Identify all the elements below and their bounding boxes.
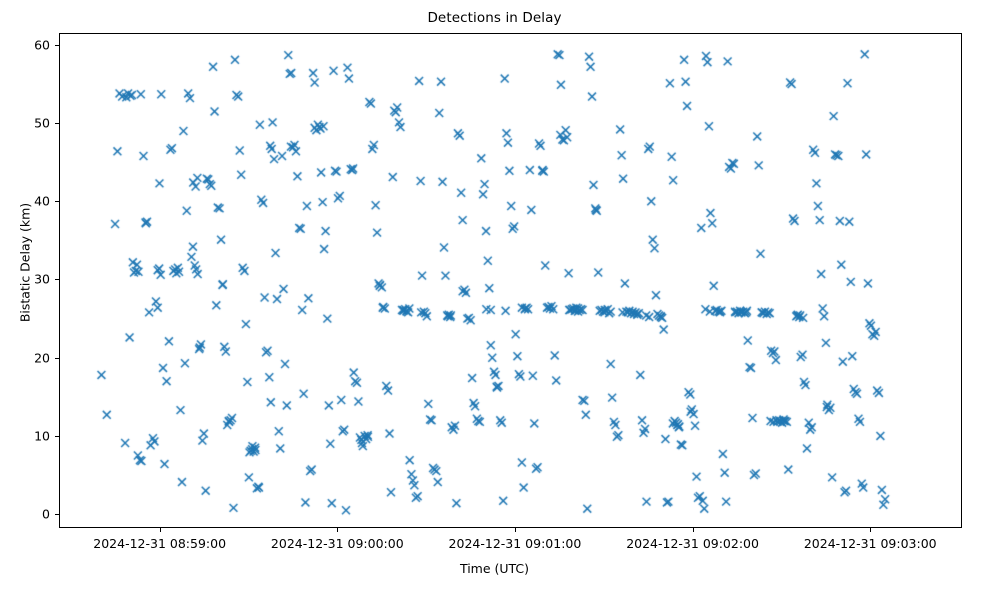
y-tick-label: 50: [34, 115, 50, 131]
y-tick-label: 0: [42, 506, 50, 522]
y-tick-mark: [55, 513, 59, 516]
y-tick-label: 20: [34, 350, 50, 366]
plot-axes-area: [59, 33, 962, 528]
y-axis-tick-marks: [0, 33, 60, 528]
y-tick-label: 60: [34, 37, 50, 53]
x-tick-mark: [692, 528, 694, 532]
y-axis-label: Bistatic Delay (km): [17, 202, 33, 323]
scatter-plot-canvas: [60, 34, 961, 527]
y-tick-mark: [55, 435, 59, 437]
x-tick-mark: [337, 528, 339, 532]
x-axis-tick-labels: 2024-12-31 08:59:00 2024-12-31 09:00:00 20…: [0, 536, 989, 556]
chart-title: Detections in Delay: [427, 10, 562, 26]
y-tick-mark: [55, 44, 59, 46]
x-tick-label: 2024-12-31 08:59:00: [93, 536, 227, 551]
x-tick-mark: [159, 528, 161, 532]
x-tick-mark: [870, 528, 872, 532]
x-tick-mark: [514, 528, 517, 532]
y-axis-tick-labels: 0 10 20 30 40 50 60: [0, 33, 50, 528]
y-tick-mark: [55, 201, 59, 203]
x-tick-label: 2024-12-31 09:02:00: [626, 536, 759, 551]
x-tick-label: 2024-12-31 09:01:00: [448, 536, 582, 551]
y-tick-mark: [55, 279, 59, 281]
x-tick-label: 2024-12-31 09:03:00: [803, 536, 937, 551]
y-tick-label: 10: [34, 428, 50, 444]
y-tick-mark: [55, 357, 59, 359]
y-tick-label: 40: [34, 193, 50, 209]
x-axis-label: Time (UTC): [459, 561, 530, 576]
x-axis-tick-marks: [59, 528, 962, 534]
y-tick-label: 30: [34, 271, 50, 287]
x-tick-label: 2024-12-31 09:00:00: [270, 536, 404, 551]
y-tick-mark: [55, 122, 59, 125]
